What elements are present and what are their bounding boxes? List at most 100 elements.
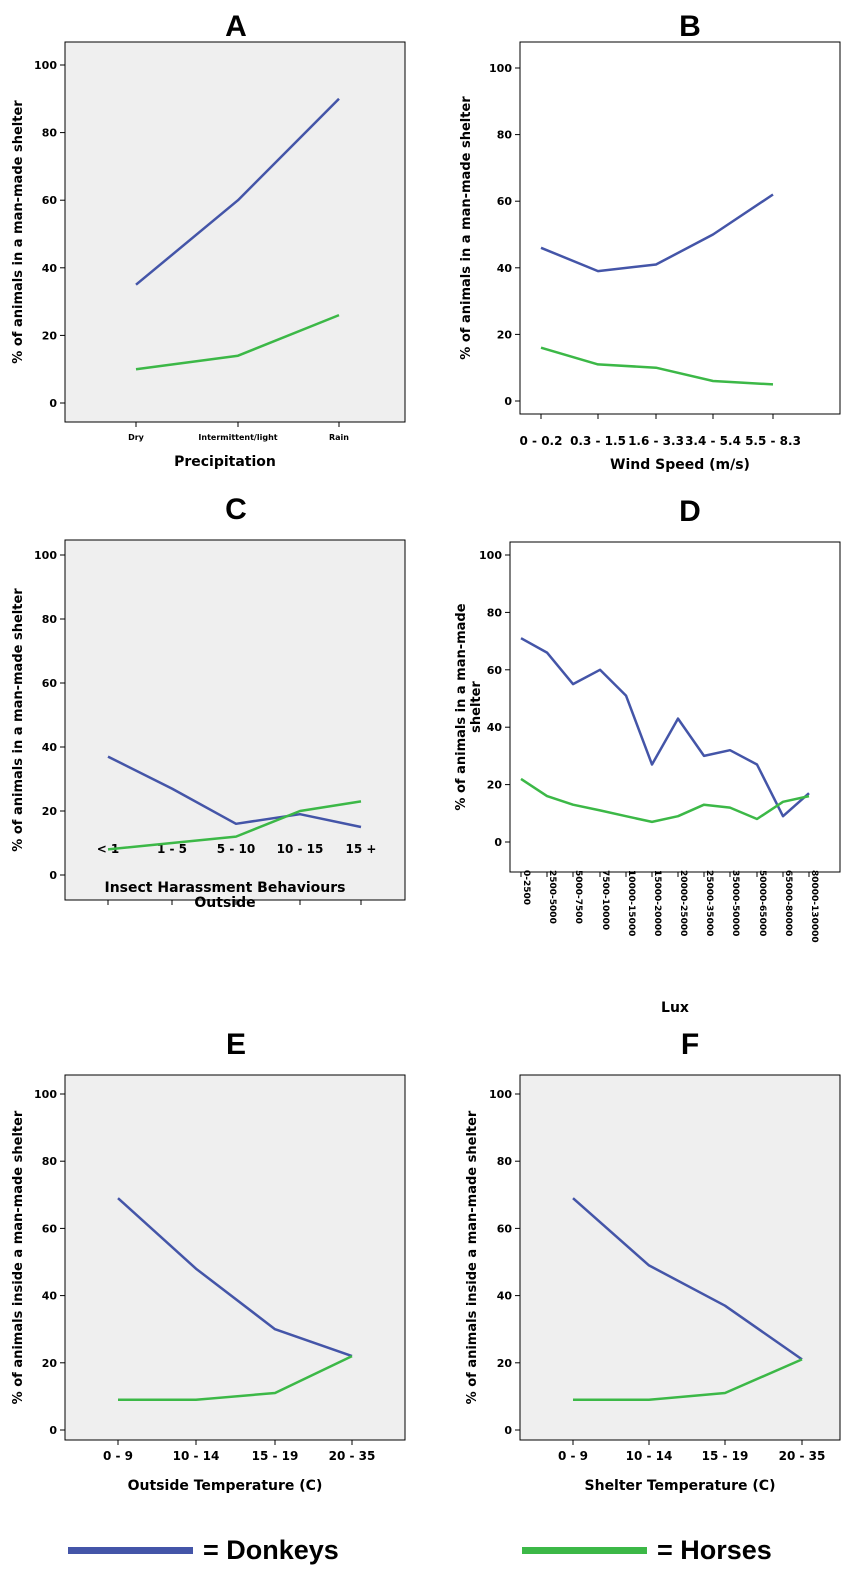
x-tick-label-e: 10 - 14 — [173, 1449, 220, 1463]
y-tick-label-c: 20 — [42, 805, 58, 818]
panel-b: B 0 20 40 60 80 100 % of animals in a man-made … — [459, 10, 841, 473]
y-tick-label-e: 0 — [49, 1424, 57, 1437]
x-tick-label-b: 1.6 - 3.3 — [628, 434, 684, 448]
x-tick-label-d: 2500-5000 — [547, 870, 557, 924]
chart-title-b: B — [679, 10, 701, 43]
series-line-horses-c — [107, 800, 362, 851]
y-tick-label-d: 0 — [494, 836, 502, 849]
x-tick-label-d: 20000-25000 — [678, 870, 688, 936]
y-tick-label-c: 60 — [42, 677, 58, 690]
x-tick-label-d: 5000-7500 — [573, 870, 583, 924]
legend-swatch-horses — [522, 1546, 647, 1554]
x-tick-label-c: 15 + — [346, 842, 377, 856]
y-tick-label-c: 100 — [34, 549, 57, 562]
x-axis-label-c: Outside — [194, 895, 255, 911]
y-tick-label-a: 20 — [42, 329, 58, 342]
y-tick-label-b: 60 — [497, 195, 513, 208]
legend-item-horses: = Horses — [522, 1530, 772, 1570]
chart-title-e: E — [226, 1028, 246, 1061]
y-tick-label-e: 40 — [42, 1290, 58, 1303]
panel-c: C 0 20 40 60 80 100 % of animals in a man-made … — [11, 493, 406, 911]
legend-label-donkeys: = Donkeys — [203, 1534, 339, 1565]
x-tick-label-a: Dry — [128, 433, 145, 442]
x-tick-label-d: 0-2500 — [521, 870, 531, 905]
x-axis-label-b: Wind Speed (m/s) — [610, 457, 750, 473]
y-tick-label-b: 100 — [489, 62, 512, 75]
panel-e: E 0 20 40 60 80 100 % of animals inside a man-m… — [11, 1028, 406, 1494]
y-tick-label-f: 80 — [497, 1155, 513, 1168]
plot-area-f — [519, 1074, 841, 1441]
x-tick-label-c: 10 - 15 — [277, 842, 324, 856]
y-tick-label-a: 40 — [42, 262, 58, 275]
x-tick-label-d: 80000-130000 — [809, 870, 819, 943]
x-tick-label-d: 25000-35000 — [704, 870, 714, 936]
y-tick-label-f: 100 — [489, 1088, 512, 1101]
y-tick-label-d: 100 — [479, 549, 502, 562]
y-tick-label-a: 80 — [42, 127, 58, 140]
chart-title-a: A — [225, 10, 247, 43]
plot-area-e — [64, 1074, 406, 1441]
x-tick-label-b: 5.5 - 8.3 — [745, 434, 801, 448]
x-tick-label-b: 0 - 0.2 — [520, 434, 563, 448]
series-line-horses-f — [573, 1358, 803, 1402]
x-tick-label-e: 15 - 19 — [252, 1449, 299, 1463]
y-tick-label-d: 20 — [487, 779, 503, 792]
series-line-donkeys-f — [572, 1197, 803, 1361]
x-tick-label-d: 7500-10000 — [600, 870, 610, 930]
y-axis-label-d: % of animals in a man-made — [454, 603, 469, 810]
y-tick-label-b: 80 — [497, 129, 513, 142]
x-tick-label-d: 65000-80000 — [783, 870, 793, 936]
y-tick-label-b: 20 — [497, 328, 513, 341]
x-tick-label-f: 10 - 14 — [626, 1449, 673, 1463]
x-axis-label-c: Insect Harassment Behaviours — [105, 880, 346, 896]
series-line-donkeys-e — [117, 1197, 353, 1358]
y-axis-label-b: % of animals in a man-made shelter — [459, 96, 474, 360]
panel-d: D 0 20 40 60 80 100 % of animals in a man-made s… — [454, 495, 841, 1016]
y-tick-label-b: 40 — [497, 262, 513, 275]
legend-item-donkeys: = Donkeys — [68, 1530, 339, 1570]
y-tick-label-f: 60 — [497, 1222, 513, 1235]
x-tick-label-c: 5 - 10 — [217, 842, 255, 856]
x-axis-label-e: Outside Temperature (C) — [128, 1478, 323, 1494]
x-tick-label-c: 1 - 5 — [157, 842, 187, 856]
x-tick-label-f: 15 - 19 — [702, 1449, 749, 1463]
y-tick-label-e: 20 — [42, 1357, 58, 1370]
x-tick-label-a: Intermittent/light — [198, 433, 277, 442]
chart-title-c: C — [225, 493, 247, 526]
plot-area-a — [64, 41, 406, 423]
x-tick-label-f: 0 - 9 — [558, 1449, 588, 1463]
series-line-donkeys-b — [540, 193, 774, 273]
series-line-donkeys-d — [520, 637, 810, 818]
y-axis-label-f: % of animals inside a man-made shelter — [465, 1110, 480, 1404]
y-tick-label-c: 0 — [49, 869, 57, 882]
chart-title-d: D — [679, 495, 701, 528]
y-tick-label-b: 0 — [504, 395, 512, 408]
x-tick-label-b: 3.4 - 5.4 — [685, 434, 741, 448]
series-line-horses-d — [520, 777, 810, 824]
y-tick-label-a: 0 — [49, 397, 57, 410]
series-line-horses-e — [118, 1354, 353, 1402]
y-tick-label-c: 40 — [42, 741, 58, 754]
y-tick-label-e: 100 — [34, 1088, 57, 1101]
x-tick-label-d: 35000-50000 — [730, 870, 740, 936]
y-tick-label-d: 40 — [487, 721, 503, 734]
y-tick-label-e: 60 — [42, 1222, 58, 1235]
y-tick-label-f: 40 — [497, 1290, 513, 1303]
x-axis-label-f: Shelter Temperature (C) — [585, 1478, 776, 1494]
series-line-horses-b — [540, 346, 774, 386]
plot-area-d — [509, 541, 841, 873]
y-axis-label-e: % of animals inside a man-made shelter — [11, 1110, 26, 1404]
x-tick-label-b: 0.3 - 1.5 — [570, 434, 626, 448]
panel-a: A 0 20 40 60 80 100 % of animals in a man-made … — [11, 10, 406, 470]
x-tick-label-f: 20 - 35 — [779, 1449, 826, 1463]
y-tick-label-f: 0 — [504, 1424, 512, 1437]
chart-title-f: F — [681, 1028, 699, 1061]
y-tick-label-d: 60 — [487, 664, 503, 677]
y-axis-label-a: % of animals in a man-made shelter — [11, 100, 26, 364]
plot-area-b — [519, 41, 841, 415]
series-line-donkeys-a — [135, 97, 340, 286]
y-tick-label-a: 60 — [42, 194, 58, 207]
plot-area-c — [64, 539, 406, 901]
y-tick-label-d: 80 — [487, 606, 503, 619]
